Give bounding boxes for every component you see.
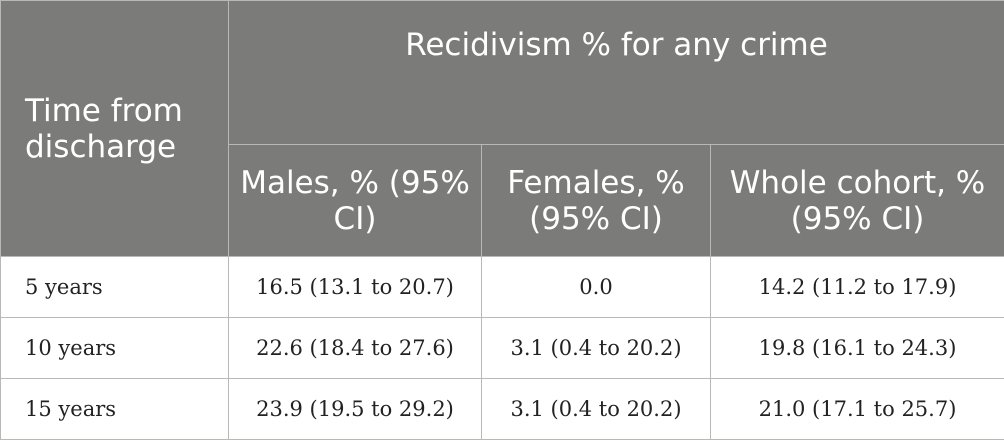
header-recidivism-group: Recidivism % for any crime (229, 1, 1004, 145)
whole-cohort-cell: 19.8 (16.1 to 24.3) (711, 318, 1004, 379)
header-whole-cohort: Whole cohort, % (95% CI) (711, 145, 1004, 257)
whole-cohort-cell: 14.2 (11.2 to 17.9) (711, 257, 1004, 318)
table-row: 10 years 22.6 (18.4 to 27.6) 3.1 (0.4 to… (1, 318, 1004, 379)
table-row: 15 years 23.9 (19.5 to 29.2) 3.1 (0.4 to… (1, 379, 1004, 440)
females-cell: 3.1 (0.4 to 20.2) (482, 318, 711, 379)
time-cell: 15 years (1, 379, 229, 440)
males-cell: 23.9 (19.5 to 29.2) (229, 379, 482, 440)
header-row-top: Time from discharge Recidivism % for any… (1, 1, 1004, 145)
females-cell: 0.0 (482, 257, 711, 318)
time-cell: 10 years (1, 318, 229, 379)
males-cell: 16.5 (13.1 to 20.7) (229, 257, 482, 318)
whole-cohort-cell: 21.0 (17.1 to 25.7) (711, 379, 1004, 440)
males-cell: 22.6 (18.4 to 27.6) (229, 318, 482, 379)
time-cell: 5 years (1, 257, 229, 318)
table-row: 5 years 16.5 (13.1 to 20.7) 0.0 14.2 (11… (1, 257, 1004, 318)
header-females: Females, % (95% CI) (482, 145, 711, 257)
header-males: Males, % (95% CI) (229, 145, 482, 257)
females-cell: 3.1 (0.4 to 20.2) (482, 379, 711, 440)
header-time-from-discharge: Time from discharge (1, 1, 229, 257)
